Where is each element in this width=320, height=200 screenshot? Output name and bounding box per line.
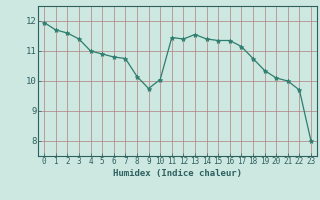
X-axis label: Humidex (Indice chaleur): Humidex (Indice chaleur) [113, 169, 242, 178]
